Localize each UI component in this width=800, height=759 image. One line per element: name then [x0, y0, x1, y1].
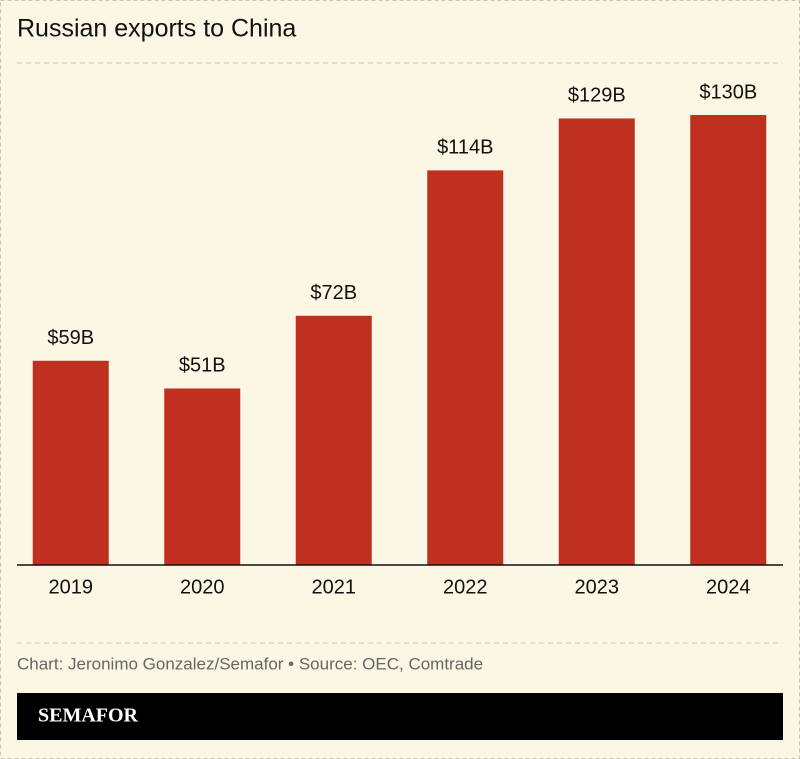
- chart-title: Russian exports to China: [17, 15, 296, 43]
- bar: [164, 388, 241, 565]
- bar: [427, 170, 504, 565]
- bar: [690, 115, 767, 565]
- bar: [295, 315, 372, 565]
- credit: Chart: Jeronimo Gonzalez/Semafor • Sourc…: [17, 654, 483, 673]
- value-label: $114B: [437, 137, 493, 159]
- brand: SEMAFOR: [38, 705, 139, 727]
- value-label: $130B: [699, 81, 757, 103]
- plot: $59B 2019 $51B 2020 $72B 2021 $114B 2022 $129B 20…: [17, 81, 783, 598]
- x-tick-label: 2024: [706, 576, 751, 598]
- x-tick-label: 2023: [575, 576, 620, 598]
- bar: [558, 118, 635, 565]
- bar: [32, 360, 109, 565]
- brand-bar: [17, 693, 783, 740]
- value-label: $72B: [310, 282, 357, 304]
- value-label: $59B: [47, 327, 94, 349]
- value-label: $51B: [179, 355, 226, 377]
- x-tick-label: 2019: [49, 576, 94, 598]
- value-label: $129B: [568, 85, 626, 107]
- x-tick-label: 2021: [312, 576, 357, 598]
- x-tick-label: 2022: [443, 576, 488, 598]
- x-tick-label: 2020: [180, 576, 225, 598]
